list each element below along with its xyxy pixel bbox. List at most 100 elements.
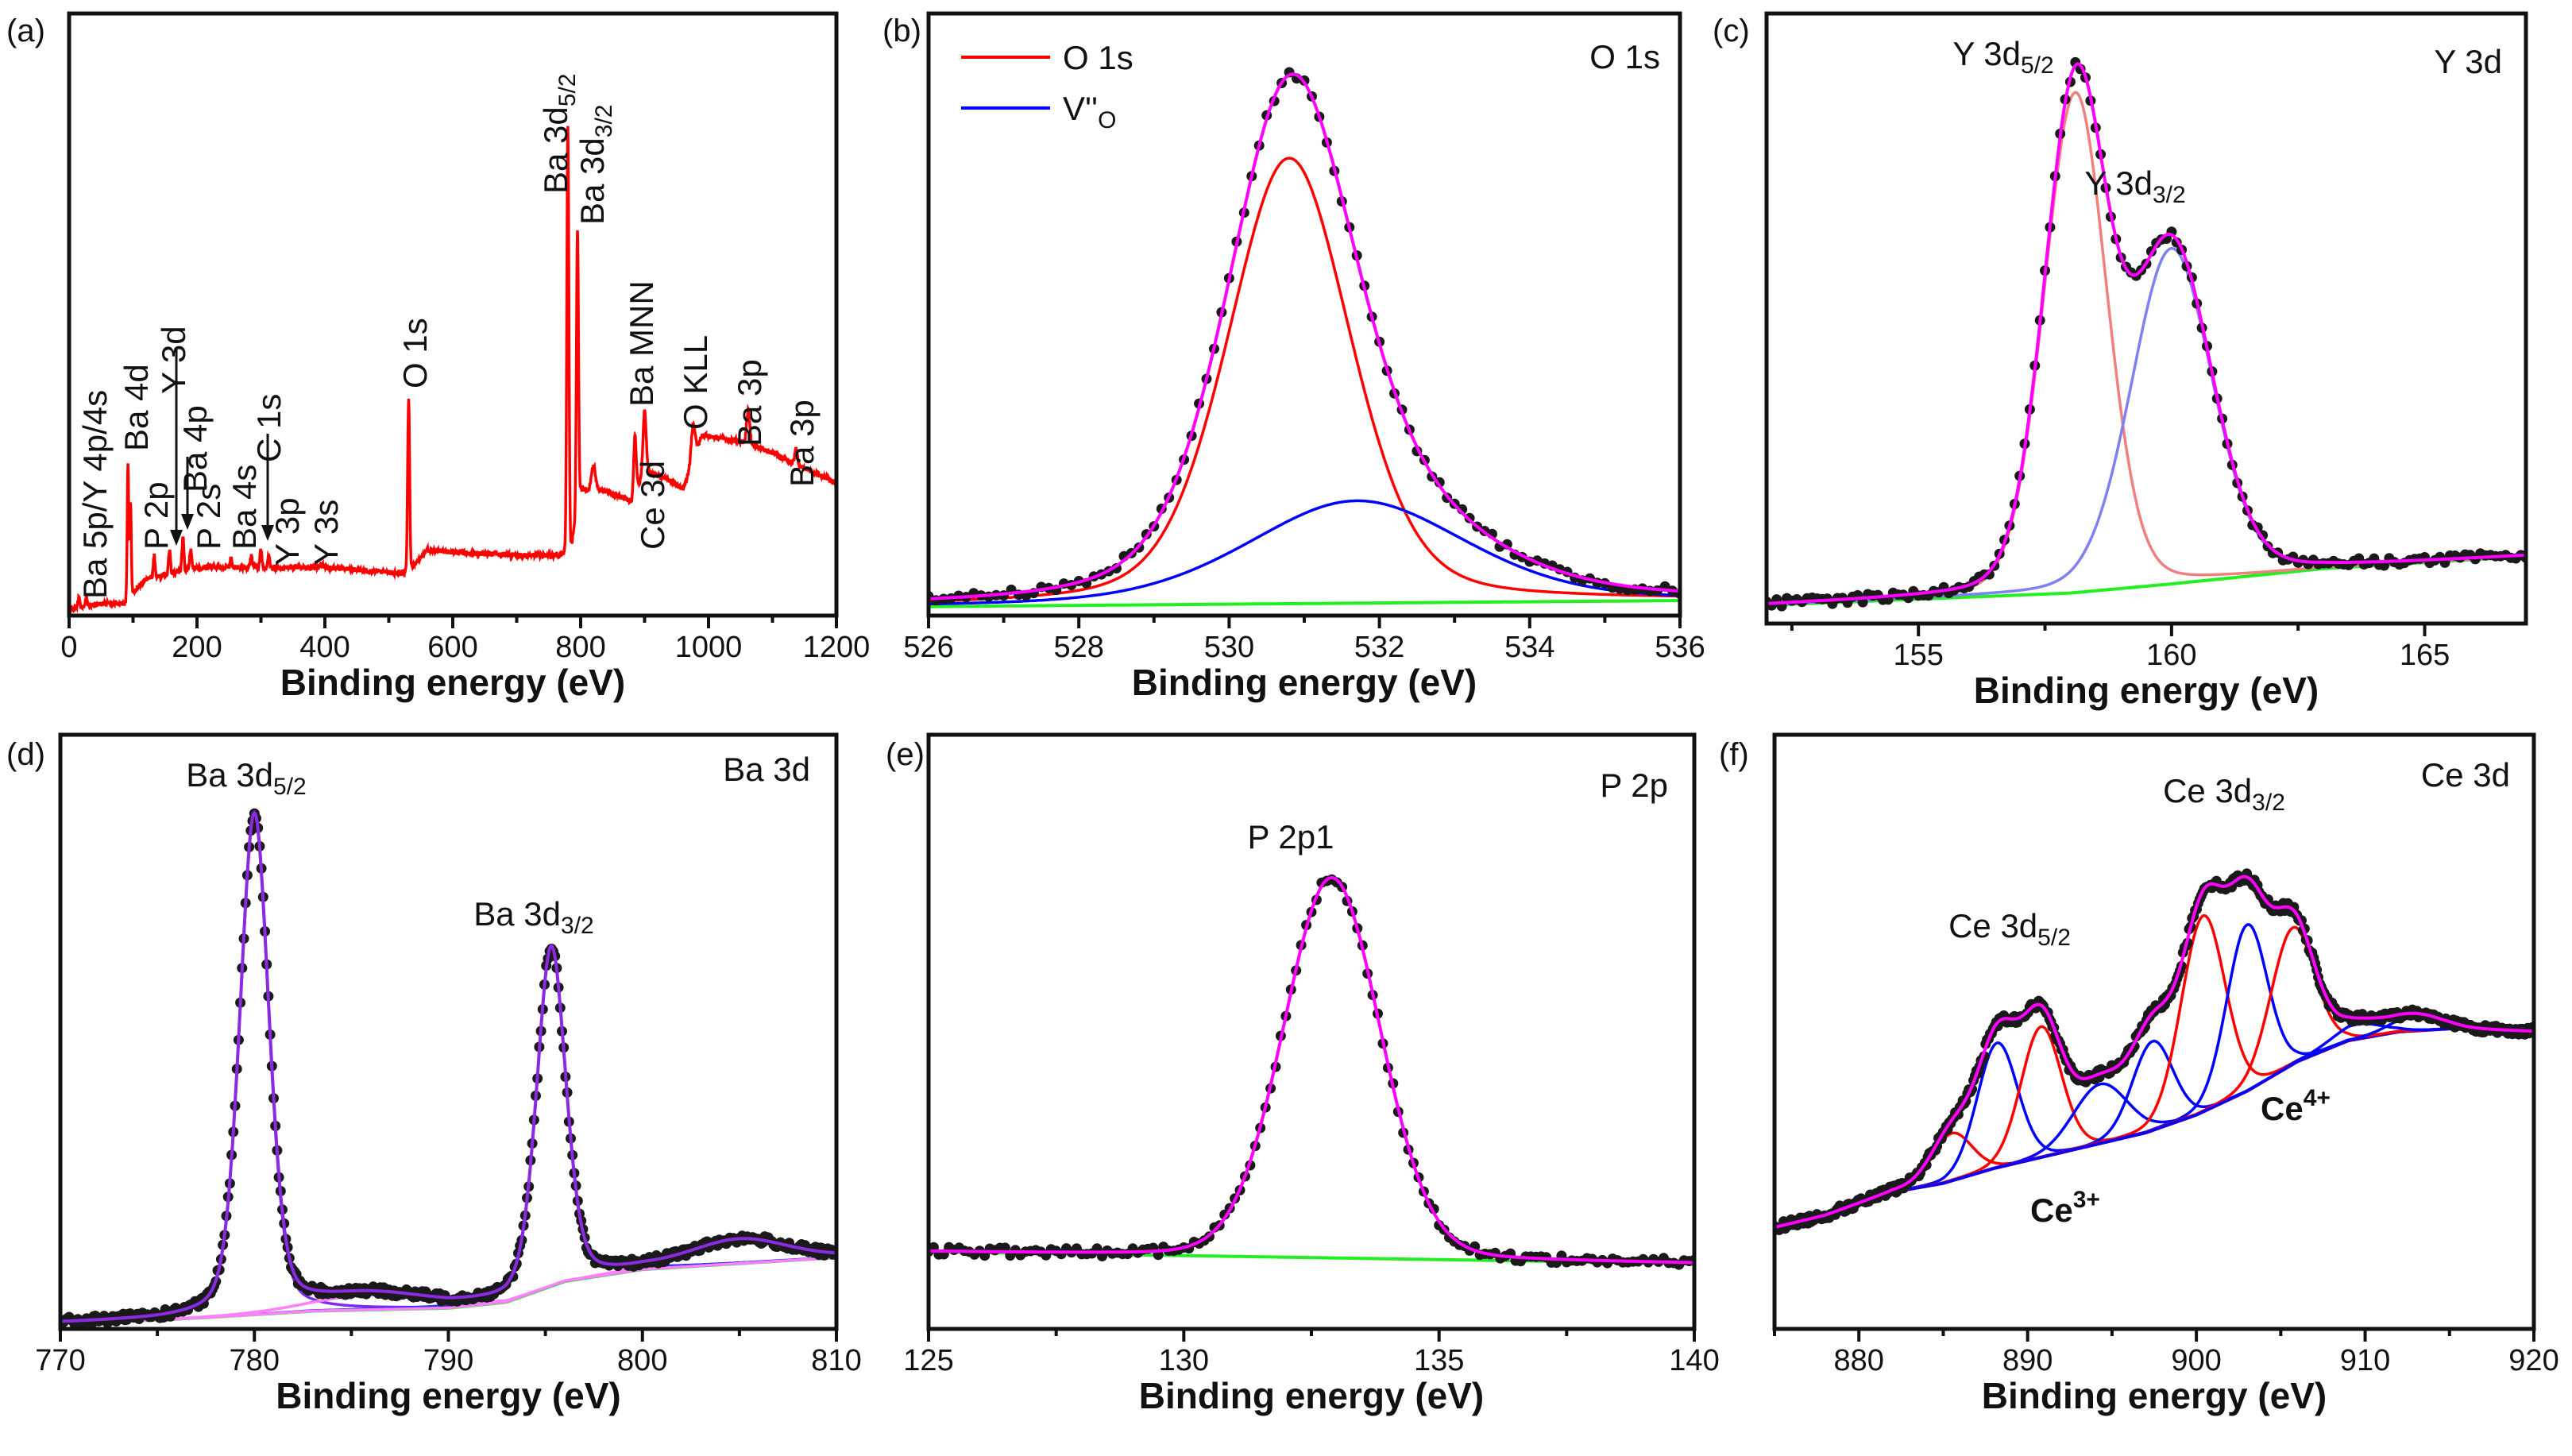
annotation-text: Ba MNN bbox=[623, 280, 660, 407]
annotation-subscript: 5/2 bbox=[2037, 925, 2071, 951]
annotation-text: Ce bbox=[2030, 1191, 2073, 1229]
x-tick-label: 800 bbox=[555, 631, 605, 664]
arrow-head-icon bbox=[181, 514, 194, 530]
peak-annotation: Y 3d3/2 bbox=[2084, 164, 2185, 208]
peak-annotation: Ba 3d5/2 bbox=[537, 74, 581, 194]
annotation-superscript: 4+ bbox=[2304, 1085, 2331, 1111]
peak-annotation: Ba 3d3/2 bbox=[573, 105, 617, 225]
annotation-text: P 2p1 bbox=[1248, 818, 1334, 855]
component-line bbox=[60, 945, 836, 1325]
peak-annotation: Ba 5p/Y 4p/4s bbox=[76, 390, 114, 599]
peak-annotation: Ba 4d bbox=[118, 364, 155, 451]
peak-annotation: Ba MNN bbox=[623, 280, 660, 407]
x-tick-label: 790 bbox=[423, 1344, 473, 1377]
peak-annotation: Y 3s bbox=[307, 500, 345, 566]
annotation-subscript: 3/2 bbox=[2252, 790, 2285, 816]
annotation-text: Ba 4d bbox=[118, 364, 155, 451]
x-tick-label: 800 bbox=[617, 1344, 667, 1377]
panel-d: 770 780 790 800 810 Binding energy (eV) (d) Ba … bbox=[6, 732, 862, 1416]
panel-b: 526 528 530 532 534 536 Binding energy (eV) (b)… bbox=[882, 11, 1705, 703]
x-axis-title: Binding energy (eV) bbox=[276, 1375, 620, 1416]
peak-annotation: Y 3d bbox=[155, 326, 192, 394]
x-axis-title: Binding energy (eV) bbox=[1132, 662, 1477, 703]
peak-annotation: Ce3+ bbox=[2030, 1187, 2100, 1229]
annotation-text: Ba 3d bbox=[537, 106, 574, 194]
component-line bbox=[1892, 1025, 2534, 1194]
annotation-text: P 2p bbox=[137, 481, 175, 550]
peak-annotation: Ce 3d5/2 bbox=[1948, 907, 2071, 951]
x-tick-label: 526 bbox=[903, 631, 953, 664]
plot-area bbox=[929, 874, 1694, 1270]
panel-label: (f) bbox=[1719, 737, 1749, 772]
component-line bbox=[1767, 246, 2526, 606]
peak-annotation: Ba 3p bbox=[731, 359, 768, 446]
annotation-text: Ce bbox=[2261, 1090, 2304, 1127]
x-axis-title: Binding energy (eV) bbox=[1982, 1375, 2327, 1416]
annotation-text: Y 3s bbox=[307, 500, 345, 566]
annotation-text: O 1s bbox=[396, 318, 434, 388]
annotation-text: O KLL bbox=[677, 335, 714, 430]
annotation-text: Ba 5p/Y 4p/4s bbox=[76, 390, 114, 599]
x-tick-label: 770 bbox=[35, 1344, 85, 1377]
plot-area bbox=[929, 67, 1680, 608]
annotation-text: P 2s bbox=[190, 484, 227, 550]
peak-annotation: Y 3d5/2 bbox=[1952, 35, 2053, 79]
annotation-subscript: 5/2 bbox=[273, 774, 307, 800]
peak-annotation: Ce 3d bbox=[634, 461, 671, 550]
x-tick-label: 160 bbox=[2146, 639, 2196, 672]
x-tick-label: 890 bbox=[2002, 1344, 2053, 1377]
x-tick-label: 780 bbox=[230, 1344, 280, 1377]
x-tick-label: 880 bbox=[1834, 1344, 1884, 1377]
envelope-line bbox=[929, 72, 1680, 601]
panel-a: 0 200 400 600 800 1000 1200 Binding energy (eV)… bbox=[6, 11, 871, 703]
peak-annotation: O 1s bbox=[396, 318, 434, 388]
annotation-subscript: 5/2 bbox=[554, 74, 581, 107]
data-point bbox=[1983, 569, 1995, 580]
x-axis-title: Binding energy (eV) bbox=[280, 662, 625, 703]
panel-title: Y 3d bbox=[2434, 43, 2502, 80]
survey-spectrum-line bbox=[69, 126, 836, 614]
x-tick-label: 1200 bbox=[803, 631, 871, 664]
legend-label: V''O bbox=[1063, 90, 1116, 133]
annotation-text: Y 3d bbox=[1952, 35, 2021, 72]
x-tick-label: 600 bbox=[427, 631, 477, 664]
panel-title: O 1s bbox=[1589, 38, 1660, 75]
peak-annotation: P 2s bbox=[190, 484, 227, 550]
x-tick-label: 530 bbox=[1204, 631, 1254, 664]
annotation-text: Ba 4p bbox=[176, 405, 214, 492]
x-tick-label: 140 bbox=[1669, 1344, 1719, 1377]
x-tick-label: 155 bbox=[1893, 639, 1943, 672]
panel-label: (c) bbox=[1713, 14, 1750, 48]
annotation-text: Ba 3d bbox=[573, 137, 611, 225]
x-tick-label: 135 bbox=[1414, 1344, 1464, 1377]
annotation-text: Ce 3d bbox=[2163, 772, 2252, 809]
plot-area bbox=[1767, 56, 2526, 612]
envelope-line bbox=[60, 809, 836, 1323]
peak-annotation: P 2p bbox=[137, 481, 175, 550]
peak-annotation: Ce4+ bbox=[2261, 1085, 2331, 1127]
annotation-text: Ba 3p bbox=[731, 359, 768, 446]
peak-annotation: Ce 3d3/2 bbox=[2163, 772, 2285, 816]
component-line bbox=[1892, 1027, 2534, 1193]
panel-f: 880 890 900 910 920 Binding energy (eV) (f) Ce … bbox=[1719, 732, 2559, 1416]
annotation-subscript: 3/2 bbox=[591, 105, 617, 138]
annotation-text: Ba 4s bbox=[226, 465, 263, 550]
annotation-text: Ce 3d bbox=[634, 461, 671, 550]
x-axis-title: Binding energy (eV) bbox=[1974, 670, 2319, 711]
envelope-line bbox=[1767, 62, 2526, 605]
panel-label: (b) bbox=[882, 14, 921, 48]
x-tick-label: 200 bbox=[172, 631, 222, 664]
plot-frame bbox=[1772, 732, 2536, 1331]
annotation-superscript: 3+ bbox=[2073, 1187, 2100, 1213]
panel-label: (d) bbox=[6, 737, 45, 772]
annotation-subscript: 3/2 bbox=[561, 913, 594, 939]
plot-frame bbox=[926, 11, 1682, 618]
peak-annotation: Ba 3d3/2 bbox=[473, 895, 593, 939]
annotation-text: Ba 3d bbox=[186, 756, 273, 794]
x-axis-title: Binding energy (eV) bbox=[1139, 1375, 1484, 1416]
annotation-subscript: 5/2 bbox=[2021, 52, 2054, 79]
x-tick-label: 532 bbox=[1354, 631, 1404, 664]
panel-title: P 2p bbox=[1600, 767, 1668, 804]
arrow-head-icon bbox=[170, 530, 183, 546]
